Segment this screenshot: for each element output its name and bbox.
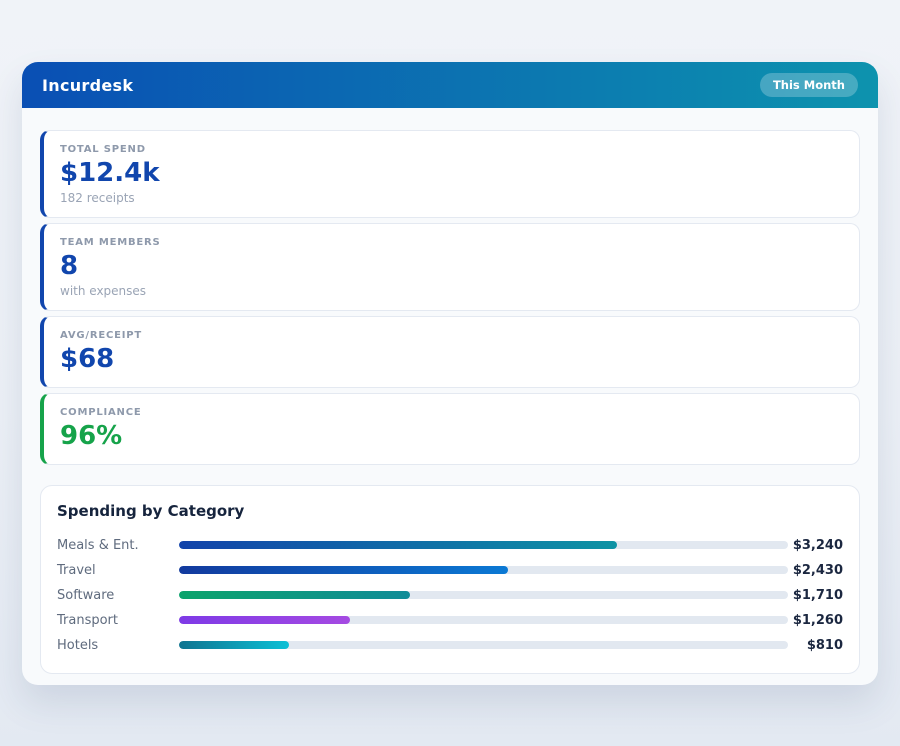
- stat-sub: with expenses: [60, 283, 147, 298]
- stat-value: 96%: [60, 420, 123, 451]
- category-row-transport: Transport $1,260: [57, 608, 843, 633]
- category-value: $3,240: [792, 537, 843, 553]
- category-label: Transport: [57, 612, 119, 628]
- spending-by-category-card: Spending by Category Meals & Ent. $3,240…: [40, 484, 860, 674]
- bar-track: [179, 616, 788, 625]
- category-value: $810: [806, 637, 843, 653]
- bar-track: [179, 541, 788, 550]
- category-row-software: Software $1,710: [57, 583, 843, 608]
- stat-label: TOTAL SPEND: [60, 144, 146, 155]
- category-value: $2,430: [792, 562, 843, 578]
- category-value: $1,260: [792, 612, 843, 628]
- bar-fill: [179, 591, 411, 600]
- category-label: Software: [57, 587, 115, 603]
- app-header: Incurdesk This Month: [22, 62, 878, 108]
- category-label: Travel: [57, 562, 96, 578]
- stat-card-avg-receipt: AVG/RECEIPT $68: [40, 315, 860, 388]
- incurdesk-panel: Incurdesk This Month TOTAL SPEND $12.4k …: [22, 62, 878, 685]
- category-row-hotels: Hotels $810: [57, 633, 843, 658]
- stat-sub: 182 receipts: [60, 190, 135, 205]
- bar-track: [179, 591, 788, 600]
- category-row-meals: Meals & Ent. $3,240: [57, 533, 843, 558]
- bar-track: [179, 641, 788, 650]
- bar-track: [179, 566, 788, 575]
- period-badge[interactable]: This Month: [759, 73, 858, 97]
- category-label: Hotels: [57, 637, 99, 653]
- category-row-travel: Travel $2,430: [57, 558, 843, 583]
- bar-fill: [179, 566, 508, 575]
- chart-title: Spending by Category: [57, 501, 245, 520]
- bar-fill: [179, 641, 289, 650]
- category-label: Meals & Ent.: [57, 537, 139, 553]
- stat-value: $68: [60, 343, 115, 374]
- stat-label: AVG/RECEIPT: [60, 329, 143, 341]
- stat-card-team-members: TEAM MEMBERS 8 with expenses: [40, 222, 860, 311]
- bar-fill: [179, 616, 350, 625]
- stat-value: 8: [60, 250, 79, 281]
- bar-fill: [179, 541, 618, 550]
- stat-label: COMPLIANCE: [60, 406, 142, 418]
- stat-card-compliance: COMPLIANCE 96%: [40, 392, 860, 465]
- category-value: $1,710: [792, 587, 843, 603]
- app-title: Incurdesk: [42, 75, 134, 95]
- panel-body: TOTAL SPEND $12.4k 182 receipts TEAM MEM…: [22, 108, 878, 685]
- stat-card-total-spend: TOTAL SPEND $12.4k 182 receipts: [40, 130, 860, 218]
- stat-value: $12.4k: [60, 158, 160, 188]
- stat-label: TEAM MEMBERS: [60, 236, 161, 248]
